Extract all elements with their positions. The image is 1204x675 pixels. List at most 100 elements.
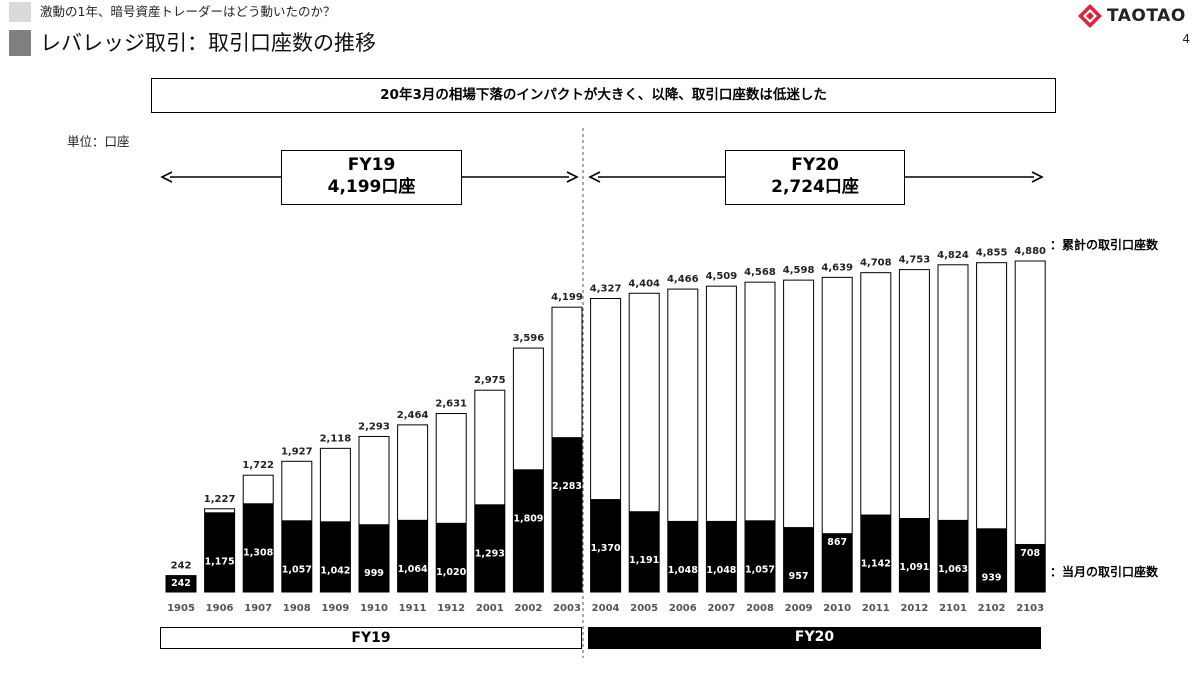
monthly-bar-2008 — [745, 520, 775, 592]
monthly-label-1906: 1,175 — [205, 556, 235, 567]
monthly-bar-1910 — [359, 524, 389, 592]
x-tick-1908: 1908 — [283, 603, 311, 614]
x-tick-2001: 2001 — [476, 603, 504, 614]
x-tick-2002: 2002 — [514, 603, 542, 614]
x-tick-1909: 1909 — [321, 603, 349, 614]
cumulative-label-1905: 242 — [171, 561, 192, 572]
monthly-bar-2007 — [706, 520, 737, 592]
monthly-bar-1907 — [243, 503, 274, 592]
cumulative-label-2006: 4,466 — [667, 274, 699, 285]
cumulative-label-2001: 2,975 — [474, 375, 506, 386]
cumulative-label-2101: 4,824 — [937, 250, 969, 261]
fy19-period-bar: FY19 — [160, 627, 582, 649]
cumulative-label-2011: 4,708 — [860, 258, 892, 269]
monthly-label-2010: 867 — [827, 537, 847, 548]
x-tick-2009: 2009 — [785, 603, 813, 614]
monthly-bar-2010 — [822, 533, 853, 592]
x-tick-1906: 1906 — [206, 603, 234, 614]
cumulative-label-1911: 2,464 — [397, 410, 429, 421]
monthly-label-2012: 1,091 — [899, 562, 929, 573]
cumulative-label-2005: 4,404 — [628, 278, 660, 289]
x-tick-1910: 1910 — [360, 603, 388, 614]
monthly-label-2002: 1,809 — [513, 513, 543, 524]
monthly-bar-2001 — [474, 504, 505, 592]
fy20-label: FY20 — [791, 155, 839, 175]
x-tick-2004: 2004 — [592, 603, 620, 614]
monthly-bar-2004 — [590, 499, 621, 592]
cumulative-label-1910: 2,293 — [358, 421, 390, 432]
monthly-label-1910: 999 — [364, 568, 384, 579]
fy20-arrow-right-head — [1031, 171, 1044, 183]
monthly-bar-1912 — [436, 522, 467, 592]
x-tick-2005: 2005 — [630, 603, 658, 614]
fy19-total: 4,199口座 — [327, 177, 416, 197]
monthly-bar-1909 — [320, 521, 351, 592]
monthly-label-2101: 1,063 — [938, 564, 968, 575]
cumulative-label-1906: 1,227 — [204, 494, 236, 505]
x-tick-2003: 2003 — [553, 603, 581, 614]
section-title: 激動の1年、暗号資産トレーダーはどう動いたのか？ — [40, 4, 336, 19]
x-tick-1905: 1905 — [167, 603, 195, 614]
monthly-bar-2009 — [783, 527, 814, 592]
monthly-label-2001: 1,293 — [475, 548, 505, 559]
monthly-bar-1908 — [281, 520, 312, 592]
monthly-bar-2103 — [1015, 543, 1046, 592]
cumulative-bar-2103 — [1014, 260, 1046, 593]
monthly-bar-1911 — [397, 519, 428, 592]
cumulative-label-2102: 4,855 — [976, 248, 1008, 259]
monthly-label-2008: 1,057 — [745, 564, 775, 575]
monthly-label-2103: 708 — [1020, 548, 1040, 559]
monthly-bar-2005 — [629, 511, 660, 592]
monthly-label-2005: 1,191 — [629, 555, 659, 566]
monthly-bar-2101 — [938, 519, 968, 592]
monthly-label-1908: 1,057 — [282, 564, 312, 575]
cumulative-label-2004: 4,327 — [590, 284, 622, 295]
monthly-label-2004: 1,370 — [591, 543, 621, 554]
fy20-summary-box: FY20 2,724口座 — [725, 150, 905, 205]
unit-label: 単位：口座 — [67, 134, 130, 149]
page-number: 4 — [1182, 32, 1190, 46]
monthly-bar-2002 — [513, 469, 544, 592]
x-tick-2007: 2007 — [707, 603, 735, 614]
cumulative-label-1907: 1,722 — [242, 460, 274, 471]
monthly-label-2009: 957 — [789, 571, 809, 582]
cumulative-label-2007: 4,509 — [706, 271, 738, 282]
cumulative-label-2103: 4,880 — [1014, 246, 1046, 257]
x-tick-1912: 1912 — [437, 603, 465, 614]
legend-cumulative: ：累計の取引口座数 — [1050, 238, 1159, 252]
monthly-label-1907: 1,308 — [243, 547, 273, 558]
x-tick-2101: 2101 — [939, 603, 967, 614]
monthly-label-2006: 1,048 — [668, 565, 698, 576]
monthly-label-1905: 242 — [171, 578, 191, 589]
x-tick-2010: 2010 — [823, 603, 851, 614]
logo-text: TAOTAO — [1107, 6, 1186, 26]
x-tick-2103: 2103 — [1016, 603, 1044, 614]
monthly-bar-1905 — [166, 575, 196, 592]
monthly-bar-1906 — [204, 512, 235, 592]
fy19-summary-box: FY19 4,199口座 — [281, 150, 462, 205]
cumulative-label-1909: 2,118 — [320, 433, 352, 444]
monthly-bar-2003 — [552, 437, 582, 592]
x-tick-2012: 2012 — [900, 603, 928, 614]
x-tick-2102: 2102 — [978, 603, 1006, 614]
monthly-bar-2011 — [860, 514, 891, 592]
cumulative-label-2008: 4,568 — [744, 267, 776, 278]
section-marker — [9, 2, 31, 22]
cumulative-label-2012: 4,753 — [899, 255, 931, 266]
fy19-arrow-left-head — [160, 171, 173, 183]
title-marker — [9, 30, 31, 56]
cumulative-label-2002: 3,596 — [513, 333, 545, 344]
x-tick-2006: 2006 — [669, 603, 697, 614]
legend-monthly: ：当月の取引口座数 — [1050, 565, 1159, 579]
monthly-bar-2012 — [899, 517, 930, 592]
monthly-label-1911: 1,064 — [398, 564, 428, 575]
fy20-period-bar: FY20 — [588, 627, 1041, 649]
fy19-label: FY19 — [347, 155, 396, 175]
monthly-label-1909: 1,042 — [320, 565, 350, 576]
taotao-logo: TAOTAO — [1077, 3, 1186, 29]
x-tick-1911: 1911 — [399, 603, 427, 614]
cumulative-label-2009: 4,598 — [783, 265, 815, 276]
x-tick-2011: 2011 — [862, 603, 890, 614]
monthly-label-2102: 939 — [982, 572, 1002, 583]
